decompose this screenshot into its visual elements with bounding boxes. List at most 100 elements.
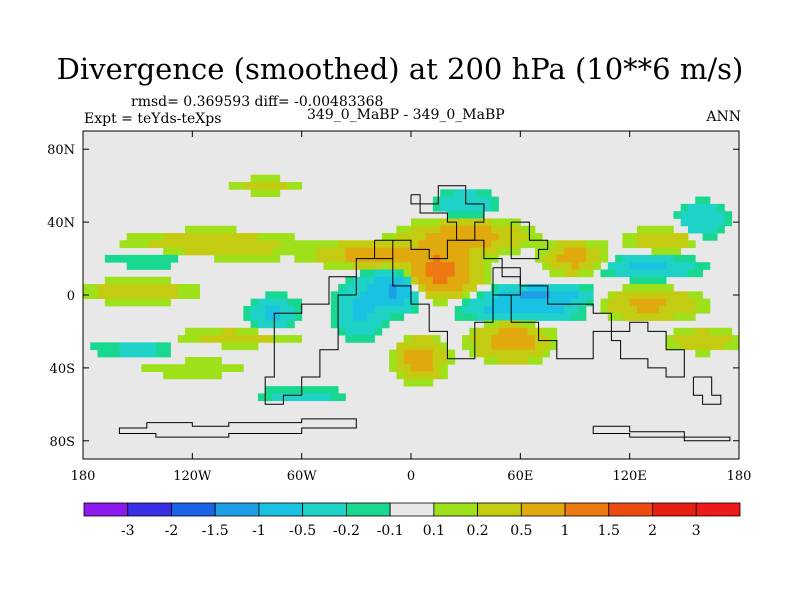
field-cell-117 (687, 225, 696, 234)
field-cell-651 (367, 298, 375, 307)
field-cell-218 (411, 240, 419, 249)
field-cell-718 (491, 305, 499, 314)
field-cell-778 (556, 313, 565, 321)
field-cell-372 (585, 254, 594, 263)
field-cell-1052 (265, 393, 273, 402)
field-cell-38 (447, 203, 456, 212)
field-cell-928 (498, 342, 507, 351)
field-cell-56 (673, 211, 682, 219)
field-cell-179 (126, 240, 135, 249)
field-cell-88 (199, 225, 208, 234)
y-tick-label-0: 80N (47, 143, 75, 158)
field-cell-315 (658, 247, 667, 256)
field-cell-456 (556, 269, 565, 278)
field-cell-943 (717, 342, 725, 351)
field-cell-628 (687, 291, 696, 300)
field-cell-733 (615, 305, 623, 314)
field-cell-676 (578, 298, 587, 307)
field-cell-242 (585, 240, 594, 249)
field-cell-838 (520, 327, 529, 336)
field-cell-472 (680, 269, 689, 278)
field-cell-414 (483, 262, 492, 270)
field-cell-225 (462, 240, 470, 249)
field-cell-16 (265, 189, 273, 197)
field-cell-343 (338, 254, 346, 263)
field-cell-666 (505, 298, 514, 307)
field-cell-831 (469, 327, 477, 336)
field-cell-488 (374, 276, 383, 285)
field-cell-531 (381, 284, 390, 292)
field-cell-302 (505, 247, 514, 256)
field-cell-927 (491, 342, 499, 351)
field-cell-847 (702, 327, 711, 336)
field-cell-557 (622, 284, 631, 292)
field-cell-752 (287, 313, 295, 321)
field-cell-202 (294, 240, 303, 249)
field-cell-634 (134, 298, 142, 307)
field-cell-119 (702, 225, 711, 234)
field-cell-335 (265, 254, 273, 263)
field-cell-899 (731, 335, 739, 343)
field-cell-575 (163, 291, 171, 300)
field-cell-540 (454, 284, 463, 292)
field-cell-492 (403, 276, 412, 285)
field-cell-468 (651, 269, 660, 278)
field-cell-420 (578, 262, 587, 270)
colorbar-box-4 (258, 502, 304, 517)
field-cell-888 (542, 335, 550, 343)
chart-title: Divergence (smoothed) at 200 hPa (10**6 … (56, 52, 744, 86)
field-cell-1026 (192, 371, 201, 380)
field-cell-67 (432, 218, 441, 227)
axes: 180 120W 60W 0 60E 120E 180 80N 40N 0 40S 80S (47, 131, 751, 484)
field-cell-126 (155, 233, 164, 241)
field-cell-359 (454, 254, 463, 263)
field-cell-255 (163, 247, 171, 256)
field-cell-825 (338, 327, 346, 336)
field-cell-27 (447, 196, 456, 205)
field-cell-998 (527, 356, 536, 365)
field-cell-734 (622, 305, 631, 314)
field-cell-623 (651, 291, 660, 300)
field-cell-963 (440, 349, 448, 358)
field-cell-599 (454, 291, 463, 300)
field-cell-1034 (425, 371, 434, 380)
coastline-0 (264, 239, 521, 405)
field-cell-146 (389, 233, 397, 241)
field-cell-266 (243, 247, 252, 256)
field-cell-541 (462, 284, 470, 292)
field-cell-644 (287, 298, 295, 307)
field-cell-699 (287, 305, 295, 314)
field-cell-818 (206, 327, 215, 336)
field-cell-773 (520, 313, 529, 321)
field-cell-1017 (411, 364, 419, 372)
field-cell-449 (447, 269, 456, 278)
field-cell-1049 (323, 386, 332, 394)
field-cell-2 (265, 174, 273, 183)
field-cell-743 (687, 305, 696, 314)
field-cell-673 (556, 298, 565, 307)
field-cell-682 (629, 298, 638, 307)
field-cell-526 (345, 284, 354, 292)
field-cell-197 (257, 240, 266, 249)
field-cell-751 (279, 313, 288, 321)
field-cell-920 (425, 342, 434, 351)
field-cell-140 (257, 233, 266, 241)
field-cell-913 (236, 342, 244, 351)
field-cell-196 (250, 240, 259, 249)
field-cell-754 (330, 313, 339, 321)
field-cell-850 (724, 327, 733, 336)
field-cell-496 (432, 276, 441, 285)
field-cell-123 (134, 233, 142, 241)
field-cell-297 (469, 247, 477, 256)
field-cell-624 (658, 291, 667, 300)
field-cell-273 (294, 247, 303, 256)
field-cell-151 (425, 233, 434, 241)
field-cell-269 (265, 247, 273, 256)
field-cell-530 (374, 284, 383, 292)
field-cell-549 (534, 284, 543, 292)
field-cell-427 (636, 262, 645, 270)
field-cell-931 (520, 342, 529, 351)
field-cell-995 (505, 356, 514, 365)
season-label: ANN (706, 109, 741, 125)
